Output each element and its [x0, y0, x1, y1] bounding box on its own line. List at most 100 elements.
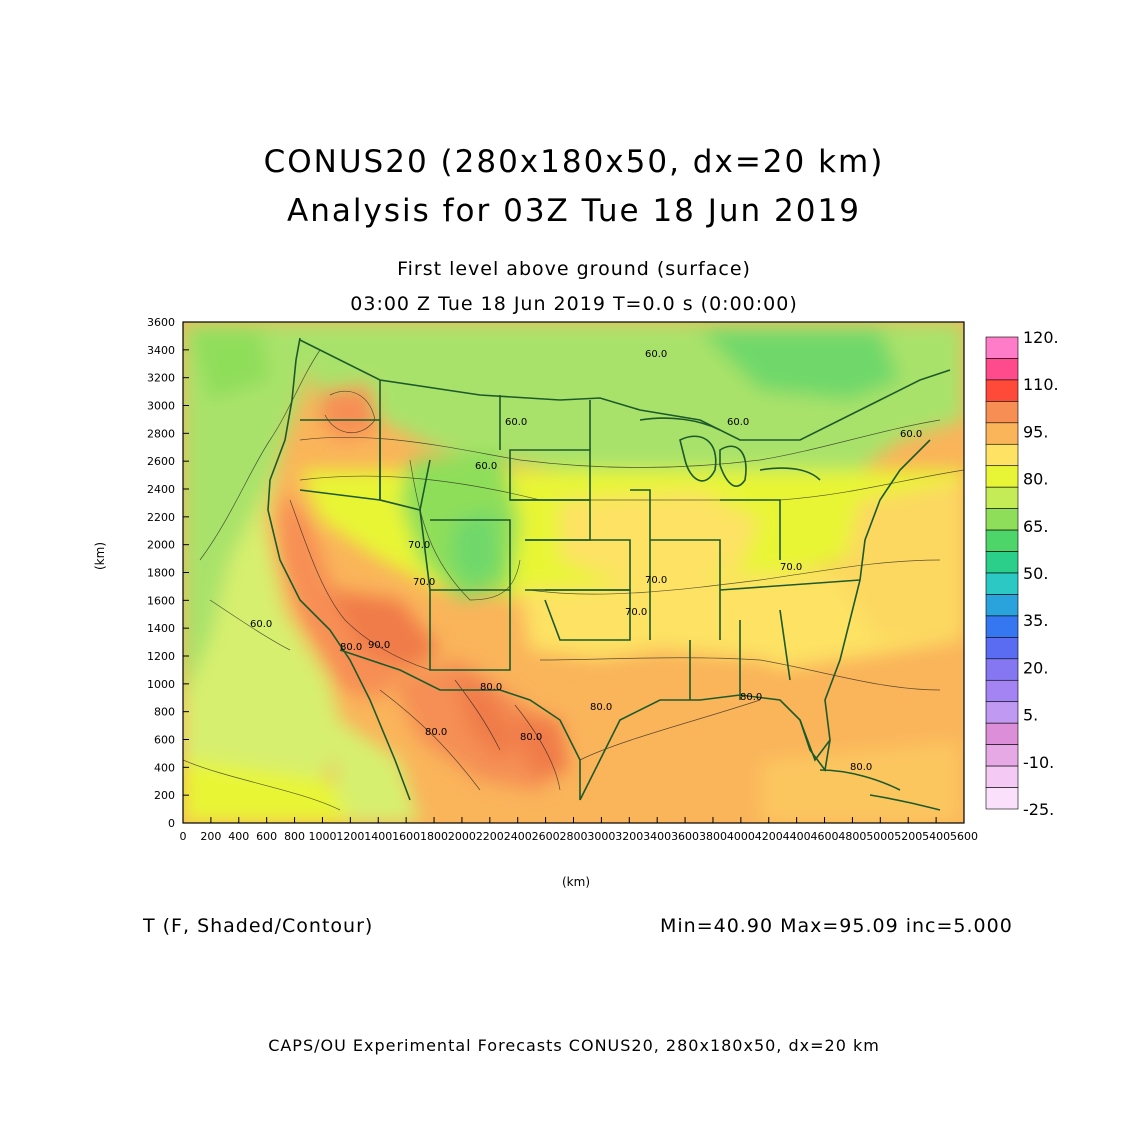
x-tick-label: 3200: [615, 830, 643, 843]
x-tick-label: 2000: [448, 830, 476, 843]
legend-swatch: [985, 486, 1019, 509]
y-axis-label: (km): [93, 541, 107, 570]
legend-swatch: [985, 594, 1019, 617]
x-tick-label: 0: [180, 830, 187, 843]
contour-label: 80.0: [520, 732, 542, 743]
contour-label: 60.0: [505, 417, 527, 428]
x-tick-label: 2600: [532, 830, 560, 843]
x-tick-label: 5000: [866, 830, 894, 843]
legend-swatch: [985, 422, 1019, 445]
contour-label: 90.0: [368, 640, 390, 651]
x-tick-label: 600: [256, 830, 277, 843]
y-axis: 0 200 400 600 800 1000 1200 1400 1600 1800 2000 220…: [147, 316, 189, 830]
legend-swatch: [985, 443, 1019, 467]
y-tick-label: 800: [154, 706, 175, 719]
y-tick-label: 3200: [147, 372, 175, 385]
x-tick-label: 4200: [755, 830, 783, 843]
x-tick-label: 3000: [587, 830, 615, 843]
analysis-time-title: Analysis for 03Z Tue 18 Jun 2019: [287, 193, 861, 229]
contour-label: 80.0: [850, 762, 872, 773]
chart-title: CONUS20 (280x180x50, dx=20 km): [263, 144, 885, 180]
y-tick-label: 2400: [147, 483, 175, 496]
contour-label: 70.0: [780, 562, 802, 573]
x-tick-label: 4600: [811, 830, 839, 843]
x-tick-label: 3800: [699, 830, 727, 843]
x-tick-label: 4800: [838, 830, 866, 843]
y-tick-label: 3000: [147, 400, 175, 413]
x-axis-label: (km): [562, 875, 591, 889]
legend-label: 95.: [1023, 422, 1048, 441]
x-tick-label: 4400: [783, 830, 811, 843]
legend-swatch: [985, 765, 1019, 788]
y-tick-label: 1600: [147, 594, 175, 607]
legend-label: 5.: [1023, 706, 1038, 725]
contour-label: 80.0: [480, 682, 502, 693]
contour-label: 70.0: [625, 607, 647, 618]
legend-swatch: [985, 722, 1019, 745]
x-tick-label: 5400: [922, 830, 950, 843]
y-tick-label: 3600: [147, 316, 175, 329]
y-tick-label: 2000: [147, 539, 175, 552]
legend-swatch: [985, 658, 1019, 681]
legend-label: 110.: [1023, 375, 1059, 394]
legend-swatch: [985, 744, 1019, 767]
x-tick-label: 4000: [727, 830, 755, 843]
legend-swatch: [985, 529, 1019, 552]
variable-label: T (F, Shaded/Contour): [143, 915, 374, 937]
legend-swatch: [985, 508, 1019, 531]
contour-label: 80.0: [340, 642, 362, 653]
legend-swatch: [985, 551, 1019, 574]
legend-label: 80.: [1023, 470, 1048, 489]
y-tick-label: 200: [154, 789, 175, 802]
legend-swatch: [985, 787, 1019, 810]
x-tick-label: 2200: [476, 830, 504, 843]
contour-label: 60.0: [645, 349, 667, 360]
x-tick-label: 800: [284, 830, 305, 843]
legend-label: 35.: [1023, 611, 1048, 630]
legend-swatch: [985, 572, 1019, 595]
y-tick-label: 1800: [147, 567, 175, 580]
legend-label: -25.: [1023, 800, 1054, 819]
y-tick-label: 1200: [147, 650, 175, 663]
contour-label: 70.0: [408, 540, 430, 551]
y-tick-label: 3400: [147, 344, 175, 357]
x-tick-label: 5600: [950, 830, 978, 843]
legend-swatch: [985, 358, 1019, 381]
x-tick-label: 1800: [420, 830, 448, 843]
x-tick-label: 3600: [671, 830, 699, 843]
y-tick-label: 2800: [147, 427, 175, 440]
legend-swatch: [985, 701, 1019, 724]
legend-label: 120.: [1023, 328, 1059, 347]
time-subtitle: 03:00 Z Tue 18 Jun 2019 T=0.0 s (0:00:00…: [350, 293, 798, 315]
field-stats: Min=40.90 Max=95.09 inc=5.000: [660, 915, 1013, 937]
contour-label: 60.0: [727, 417, 749, 428]
contour-label: 70.0: [645, 575, 667, 586]
color-legend: 120. 110. 95. 80. 65. 50. 35. 20. 5. -10. -25.: [985, 328, 1059, 819]
contour-label: 60.0: [250, 619, 272, 630]
temperature-field: 60.0 60.0 60.0 60.0 60.0 60.0 70.0 70.0 …: [183, 322, 964, 823]
contour-label: 60.0: [900, 429, 922, 440]
contour-label: 60.0: [475, 461, 497, 472]
legend-label: 65.: [1023, 517, 1048, 536]
legend-swatch: [985, 336, 1019, 359]
x-tick-label: 2400: [504, 830, 532, 843]
contour-label: 70.0: [413, 577, 435, 588]
y-tick-label: 600: [154, 734, 175, 747]
contour-label: 80.0: [740, 692, 762, 703]
x-tick-label: 1200: [336, 830, 364, 843]
x-tick-label: 2800: [560, 830, 588, 843]
x-axis: 0 200 400 600 800 1000 1200 1400 1600 1800 2000 220…: [180, 817, 978, 843]
x-tick-label: 400: [228, 830, 249, 843]
y-tick-label: 2600: [147, 455, 175, 468]
x-tick-label: 5200: [894, 830, 922, 843]
y-tick-label: 2200: [147, 511, 175, 524]
y-tick-label: 1400: [147, 622, 175, 635]
legend-label: 50.: [1023, 564, 1048, 583]
x-tick-label: 1000: [308, 830, 336, 843]
x-tick-label: 1600: [392, 830, 420, 843]
level-subtitle: First level above ground (surface): [397, 258, 751, 280]
y-tick-label: 0: [168, 817, 175, 830]
y-tick-label: 400: [154, 761, 175, 774]
x-tick-label: 3400: [643, 830, 671, 843]
